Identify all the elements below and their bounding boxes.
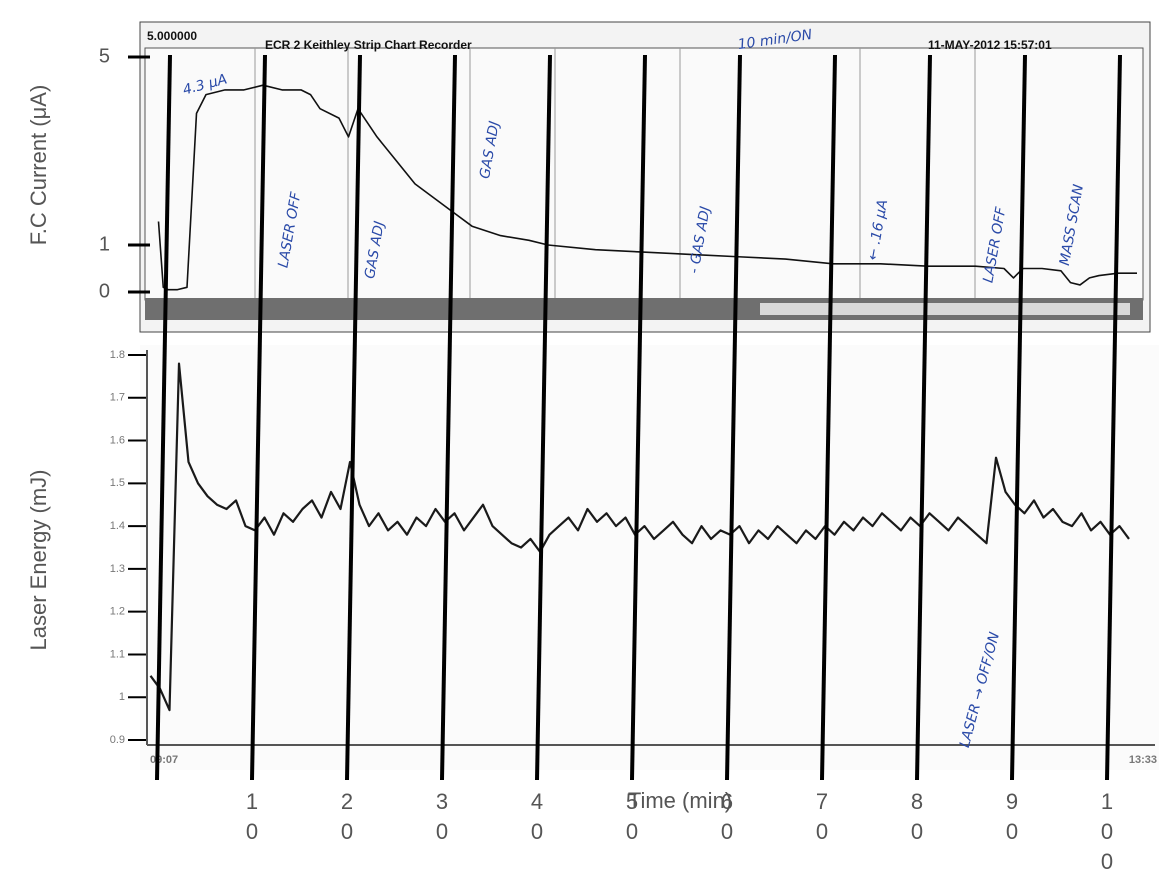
y-tick-label: 1.1 [110,648,125,660]
x-tick-line [250,54,267,781]
x-tick-line [820,54,837,781]
x-tick-line [1010,54,1027,781]
y-tick-label: 1.5 [110,477,125,489]
x-tick-label: 20 [340,789,354,844]
y-tick-label: 1 [99,233,110,255]
y-tick-label: 1.3 [110,563,125,575]
y-tick-label: 1.6 [110,434,125,446]
x-tick-label: 60 [720,789,734,844]
x-tick-label: 70 [815,789,829,844]
header-value: 5.000000 [147,29,197,43]
strip-chart-divisions [254,48,976,298]
y-tick-label: 1.7 [110,392,125,404]
x-tick-line [535,54,552,781]
laser-scan [140,345,1159,770]
x-tick-line [1105,54,1122,781]
x-tick-label: 40 [530,789,544,844]
x-tick-label: 10 [245,789,259,844]
x-tick-line [725,54,742,781]
x-tick-line [440,54,457,781]
time-label: 09:07 [150,754,178,766]
strip-chart-slider [760,303,1130,315]
chart-title: ECR 2 Keithley Strip Chart Recorder [265,38,472,52]
y-tick-label: 1.8 [110,349,125,361]
data-line [149,362,1130,712]
data-line [157,84,1137,291]
y-tick-label: 1 [119,691,125,703]
y-tick-label: 1.2 [110,606,125,618]
y-tick-label: 1.4 [110,520,125,532]
y-tick-label: 5 [99,45,110,67]
x-tick-label: 50 [625,789,639,844]
x-tick-line [155,54,172,781]
timestamp: 11-MAY-2012 15:57:01 [928,38,1052,52]
y-tick-label: 0.9 [110,734,125,746]
x-axis-title: Time (min) [628,788,732,813]
time-label: 13:33 [1129,754,1157,766]
y-axis-title: Laser Energy (mJ) [26,470,51,651]
x-tick-label: 100 [1100,789,1114,874]
x-tick-label: 30 [435,789,449,844]
y-axis-title: F.C Current (μA) [26,85,51,246]
x-tick-label: 80 [910,789,924,844]
x-tick-label: 90 [1005,789,1019,844]
x-tick-line [345,54,362,781]
x-tick-line [915,54,932,781]
x-tick-line [630,54,647,781]
y-tick-label: 0 [99,280,110,302]
